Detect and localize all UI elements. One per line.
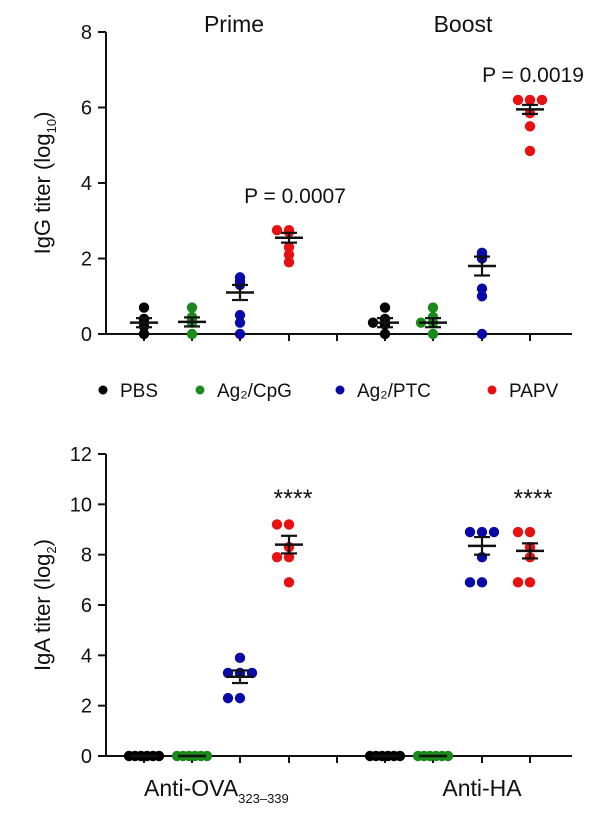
category-label-ova: Anti-OVA323–339 [144,775,289,806]
y-axis-title: IgA titer (log2) [30,539,59,671]
data-point [427,302,439,313]
data-point [283,241,295,253]
data-point [271,519,283,530]
data-point [283,577,295,588]
data-point [524,526,536,538]
data-point [476,577,488,588]
data-point [234,317,246,328]
data-point [476,328,488,340]
y-axis-title-main: IgG titer (log [30,133,55,254]
y-axis-title-sub: 10 [44,119,59,133]
data-point [234,272,246,283]
y-tick-label: 8 [81,22,92,44]
pvalue-prime: P = 0.0007 [244,185,346,208]
data-point [271,551,283,563]
data-point [201,750,213,762]
igg-data-marks [130,94,548,340]
y-tick-label: 6 [81,595,92,617]
data-point [476,247,488,259]
y-tick-label: 2 [81,249,92,271]
data-point [512,526,524,538]
data-point [186,302,198,313]
legend-label: PAPV [509,381,559,402]
iga-data-marks [123,519,544,762]
data-point [379,302,391,313]
y-tick-label: 8 [81,545,92,567]
category-label-ha: Anti-HA [442,775,522,801]
data-point [427,311,439,323]
category-label-ova-main: Anti-OVA [144,775,239,801]
y-tick-label: 4 [81,645,92,667]
data-point [524,577,536,588]
data-point [283,551,295,563]
data-point [234,692,246,704]
y-axis-title-sub: 2 [44,546,59,553]
y-tick-label: 12 [70,444,92,466]
igg-panel: 0 2 4 6 8 IgG titer (log10) Prime Boost P = … [30,11,584,346]
y-tick-label: 0 [81,746,92,768]
data-point [536,94,548,106]
legend-marker [195,385,205,395]
data-point [153,750,165,762]
data-point [427,328,439,340]
significance-ova: **** [274,485,313,513]
data-point [283,257,295,268]
data-point [138,328,150,340]
data-point [234,309,246,321]
y-ticks: 0 2 4 6 8 [81,22,106,346]
data-point [524,94,536,106]
data-point [512,577,524,588]
data-point [283,519,295,530]
data-point [283,249,295,260]
data-point [476,291,488,302]
data-point [512,94,524,106]
y-tick-label: 4 [81,173,92,195]
pvalue-boost: P = 0.0019 [482,64,584,87]
data-point [488,526,500,538]
data-point [271,224,283,236]
data-point [138,302,150,313]
x-ticks [143,334,531,341]
data-point [524,145,536,157]
legend: PBS Ag₂/CpG Ag₂/PTC PAPV [98,381,559,402]
data-point [476,283,488,294]
data-point [442,750,454,762]
data-point [464,526,476,538]
y-axis-title-main: IgA titer (log [30,554,55,671]
y-tick-label: 2 [81,696,92,718]
legend-marker [98,385,108,395]
legend-label: PBS [120,381,158,402]
legend-marker [335,385,345,395]
data-point [234,328,246,340]
y-axis-title: IgG titer (log10) [30,112,59,255]
y-axis-title-close: ) [30,539,55,546]
legend-label: Ag₂/CpG [217,381,292,402]
data-point [476,526,488,538]
group-title-boost: Boost [434,11,493,37]
y-axis-title-close: ) [30,112,55,119]
significance-ha: **** [514,485,553,513]
y-tick-label: 0 [81,324,92,346]
data-point [379,328,391,340]
category-label-ova-sub: 323–339 [238,791,289,806]
legend-marker [487,385,497,395]
data-point [222,692,234,704]
group-title-prime: Prime [204,11,264,37]
data-point [524,121,536,132]
data-point [394,750,406,762]
y-tick-label: 10 [70,494,92,516]
y-ticks: 0 2 4 6 8 10 12 [70,444,106,768]
data-point [234,652,246,664]
legend-label: Ag₂/PTC [357,381,431,402]
y-tick-label: 6 [81,98,92,120]
data-point [464,577,476,588]
data-point [186,328,198,340]
